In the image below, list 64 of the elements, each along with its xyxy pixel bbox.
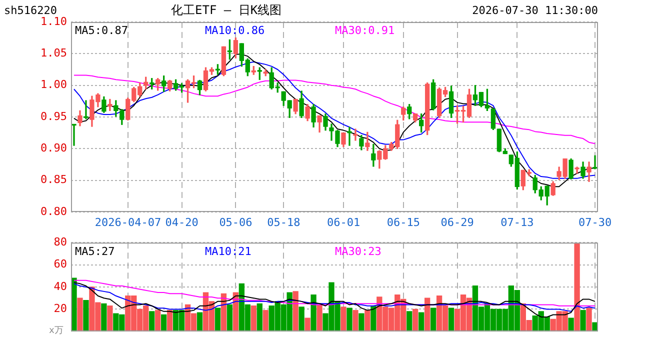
x-tick-label: 05-06 (219, 216, 252, 229)
bar (580, 310, 586, 332)
bar (262, 310, 268, 332)
bar (83, 300, 89, 332)
bar (406, 311, 412, 332)
bar (256, 303, 262, 332)
bar (586, 308, 592, 332)
bar (160, 314, 167, 332)
bar (346, 308, 352, 332)
bar (77, 298, 83, 332)
text: MA10:21 (205, 244, 252, 258)
y-tick-label: 0.90 (40, 142, 67, 155)
y-tick-label: 1.10 (40, 14, 67, 28)
x-tick-label: 06-29 (440, 216, 474, 229)
bar (101, 303, 107, 332)
bar (155, 310, 161, 332)
text: MA30:23 (335, 244, 382, 258)
bar (107, 306, 113, 332)
bar (196, 312, 203, 332)
bar (448, 308, 454, 332)
bar (316, 304, 322, 332)
y-tick-label: 0.85 (40, 173, 67, 186)
x-tick-label: 2026-04-07 (94, 216, 162, 229)
x-tick-label: 07-13 (500, 216, 534, 229)
y-tick-label: 1.05 (40, 46, 67, 60)
text: sh516220 (4, 4, 57, 17)
y-axis-title: x万 (49, 325, 64, 338)
y-tick-label: 60 (54, 258, 67, 271)
bar (430, 308, 436, 332)
y-tick-label: 20 (54, 302, 67, 316)
chart-title: 化工ETF — 日K线图 (171, 3, 282, 17)
x-tick-label: 05-18 (267, 216, 300, 229)
bar (310, 294, 316, 332)
x-tick-label: 04-20 (165, 216, 198, 229)
bar (226, 304, 233, 332)
x-tick-label: 06-15 (386, 216, 420, 229)
x-tick-label: 07-30 (578, 216, 612, 229)
bar (418, 312, 424, 332)
bar (340, 306, 346, 332)
bar (298, 306, 304, 332)
y-tick-label: 40 (54, 280, 67, 293)
bar (149, 311, 155, 332)
bar (352, 310, 358, 332)
bar (370, 306, 376, 332)
bar (250, 306, 256, 332)
bar (412, 308, 418, 332)
text: MA10:0.86 (205, 24, 265, 37)
bar (292, 291, 298, 332)
bar (574, 243, 580, 332)
y-tick-label: 0.95 (40, 110, 67, 123)
bar (568, 318, 574, 332)
x-tick-label: 06-01 (326, 216, 360, 229)
text: MA5:0.87 (75, 24, 128, 37)
text: MA5:27 (75, 244, 115, 258)
y-tick-label: 1.00 (40, 78, 67, 92)
y-tick-label: 80 (54, 235, 67, 248)
y-tick-label: 0.80 (40, 204, 67, 218)
bar (424, 298, 430, 332)
text: MA30:0.91 (335, 24, 395, 37)
bar (364, 310, 370, 332)
bar (304, 318, 310, 332)
text: 2026-07-30 11:30:00 (472, 4, 598, 17)
bar (358, 313, 364, 332)
bar (214, 308, 221, 332)
